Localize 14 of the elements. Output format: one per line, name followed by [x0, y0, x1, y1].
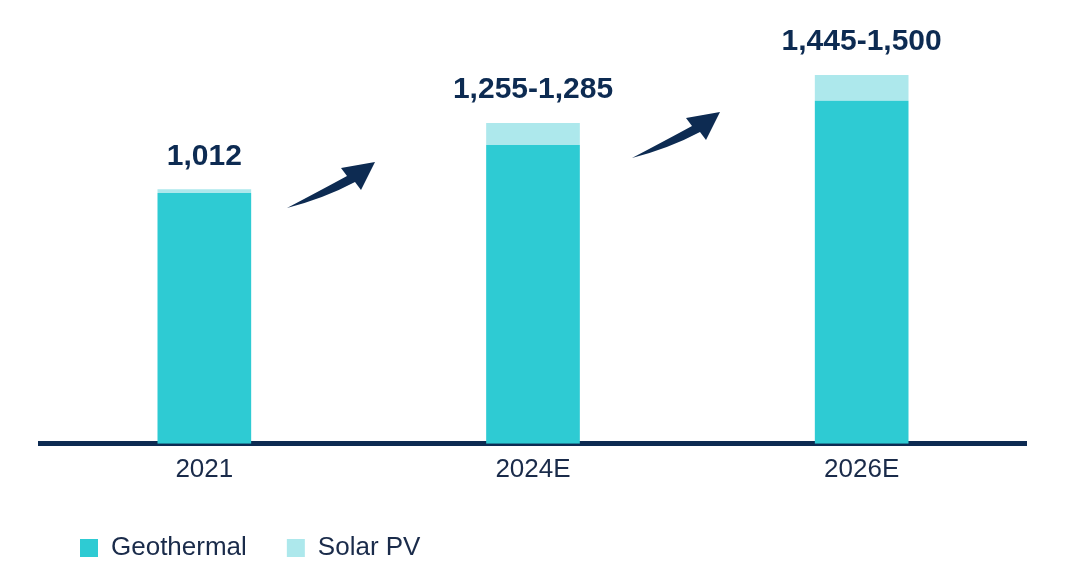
bar [814, 75, 909, 101]
x-tick-label: 2024E [495, 452, 571, 483]
bar [157, 193, 252, 444]
x-tick-label: 2021 [175, 452, 234, 483]
bar [157, 189, 252, 194]
legend-label: Solar PV [317, 531, 422, 562]
x-tick-label: 2026E [824, 452, 900, 483]
bar [814, 100, 909, 444]
annotation: 1,445-1,500 [781, 23, 942, 57]
annotation: 1,255-1,285 [452, 71, 614, 105]
legend-label: Geothermal [111, 531, 247, 562]
bar [486, 122, 580, 146]
annotation: 1,012 [166, 137, 242, 171]
bar [486, 145, 580, 444]
